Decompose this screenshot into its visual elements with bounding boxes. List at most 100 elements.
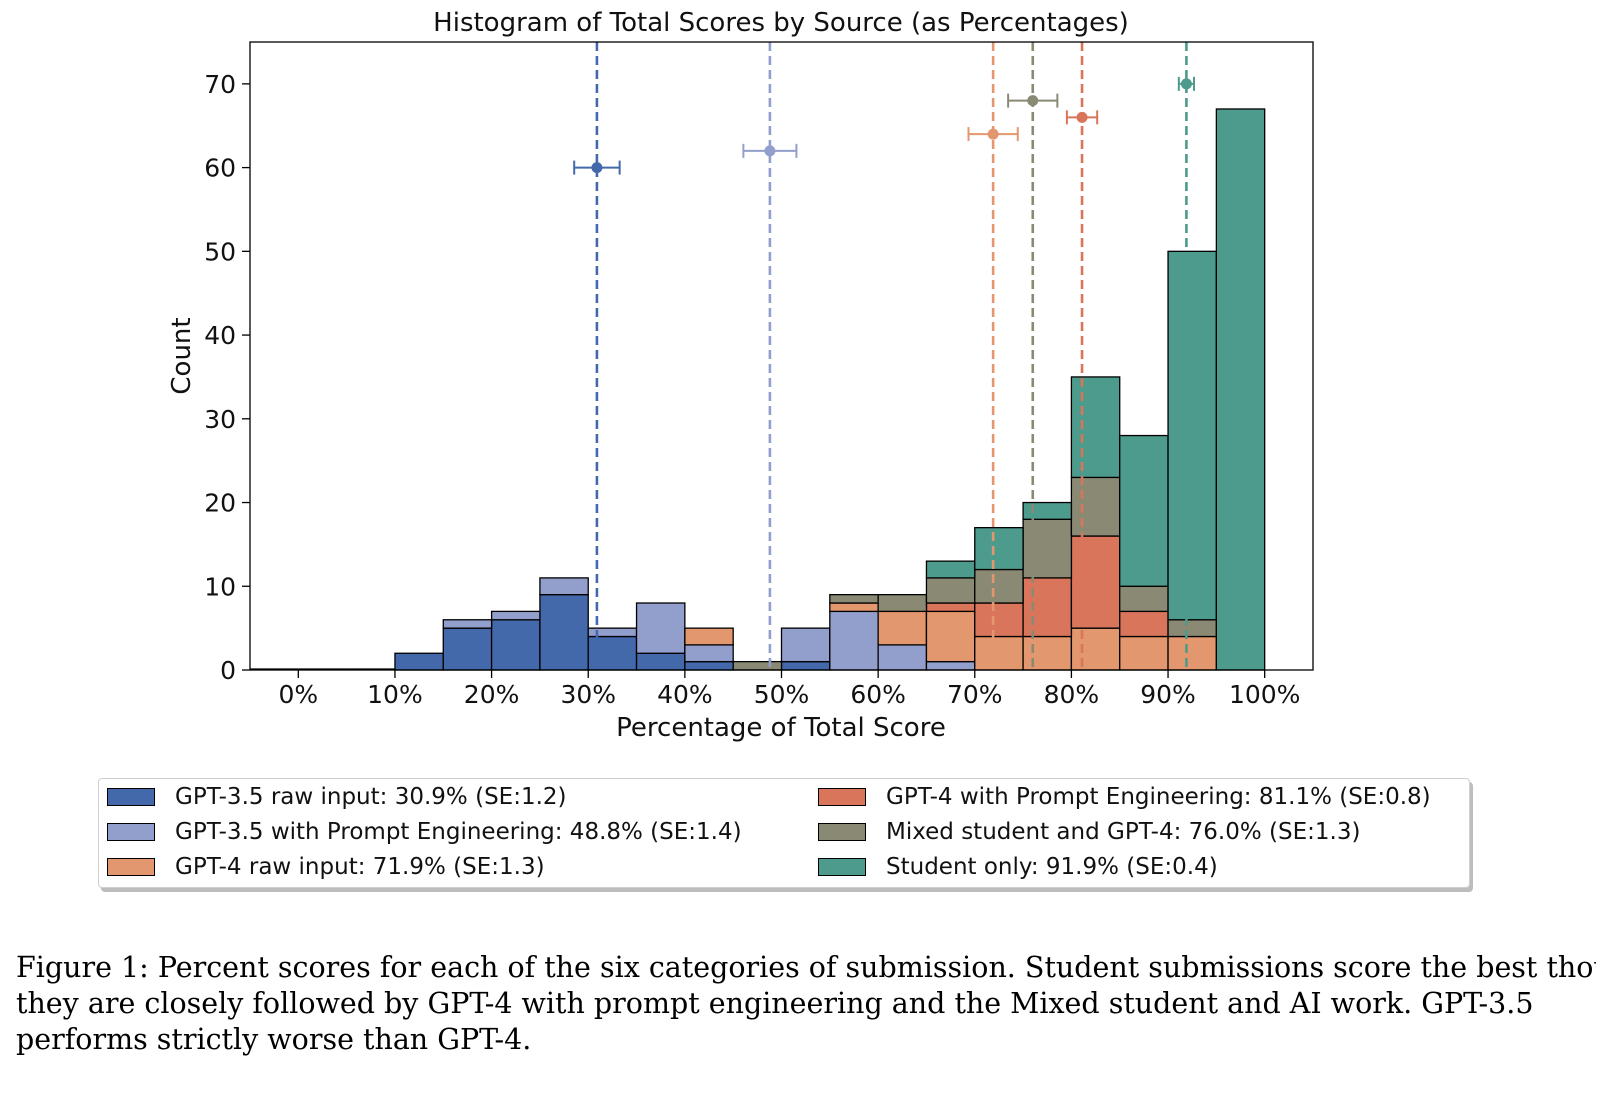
y-tick-label: 60 (204, 154, 236, 183)
histogram-bar (539, 593, 589, 671)
y-tick-label: 0 (220, 656, 236, 685)
histogram-bar (635, 602, 686, 654)
histogram-bar (925, 602, 976, 613)
histogram-bar (1070, 535, 1121, 629)
histogram-bar (974, 602, 1024, 638)
histogram-bar (684, 660, 734, 671)
histogram-bar (877, 593, 928, 613)
histogram-bar (1215, 108, 1266, 671)
y-tick-label: 10 (204, 572, 236, 601)
x-tick-label: 60% (850, 680, 906, 709)
histogram-bar (1119, 635, 1169, 671)
histogram-bar (732, 660, 783, 671)
histogram-bar (684, 627, 734, 646)
histogram-bar (974, 635, 1024, 671)
histogram-bar (539, 577, 589, 596)
histogram-bar (925, 610, 976, 663)
histogram-bar (635, 652, 686, 671)
histogram-bar (829, 593, 879, 604)
histogram-bar (1167, 250, 1218, 621)
histogram-bar (684, 644, 734, 663)
legend-item: Mixed student and GPT-4: 76.0% (SE:1.3) (818, 817, 1360, 847)
histogram-bar (490, 610, 541, 621)
histogram-bar (925, 560, 976, 579)
ticks-layer: 0% 10% 20% 30% 40% 50% 60% 70% 80% 90% 100% 0 10 20 30… (204, 70, 1300, 709)
histogram-bar (1119, 610, 1169, 638)
histogram-bar (1022, 577, 1073, 638)
histogram-bar (1022, 635, 1073, 671)
legend-swatch (107, 823, 155, 841)
histogram-bar (587, 635, 638, 671)
y-tick-label: 20 (204, 489, 236, 518)
legend-swatch (107, 858, 155, 876)
histogram-bar (1119, 585, 1169, 613)
mean-marker (591, 162, 603, 174)
legend-swatch (818, 823, 866, 841)
x-axis-label: Percentage of Total Score (616, 713, 946, 743)
x-tick-label: 50% (754, 680, 810, 709)
histogram-bar (587, 627, 638, 638)
legend-item: Student only: 91.9% (SE:0.4) (818, 852, 1218, 882)
legend-item: GPT-4 raw input: 71.9% (SE:1.3) (107, 852, 545, 882)
x-tick-label: 100% (1229, 680, 1300, 709)
legend-label: GPT-4 raw input: 71.9% (SE:1.3) (175, 854, 545, 880)
histogram-bar (394, 652, 444, 671)
legend-swatch (107, 788, 155, 806)
x-tick-label: 80% (1044, 680, 1100, 709)
histogram-bar (780, 627, 831, 663)
chart-title: Histogram of Total Scores by Source (as … (433, 8, 1129, 38)
legend-item: GPT-3.5 raw input: 30.9% (SE:1.2) (107, 782, 567, 812)
histogram-bar (1070, 376, 1121, 479)
histogram-bar (829, 610, 879, 671)
x-tick-label: 20% (464, 680, 520, 709)
legend-label: Student only: 91.9% (SE:0.4) (886, 854, 1218, 880)
legend: GPT-3.5 raw input: 30.9% (SE:1.2) GPT-3.… (98, 778, 1470, 888)
y-axis-label: Count (167, 317, 197, 394)
y-tick-label: 30 (204, 405, 236, 434)
histogram-bar (974, 527, 1024, 571)
legend-swatch (818, 788, 866, 806)
mean-marker (764, 145, 776, 157)
histogram-bar (442, 619, 493, 629)
y-tick-label: 40 (204, 321, 236, 350)
histogram-bar (1167, 619, 1218, 638)
histogram-bar (829, 602, 879, 613)
legend-label: GPT-4 with Prompt Engineering: 81.1% (SE… (886, 784, 1431, 810)
legend-label: GPT-3.5 raw input: 30.9% (SE:1.2) (175, 784, 567, 810)
x-tick-label: 10% (367, 680, 423, 709)
histogram-bar (974, 568, 1024, 604)
histogram-bar (877, 610, 928, 646)
x-tick-label: 40% (657, 680, 713, 709)
x-tick-label: 70% (947, 680, 1003, 709)
caption-line: Figure 1: Percent scores for each of the… (16, 951, 1596, 984)
x-tick-label: 30% (560, 680, 616, 709)
legend-item: GPT-4 with Prompt Engineering: 81.1% (SE… (818, 782, 1431, 812)
caption-line: they are closely followed by GPT-4 with … (16, 987, 1534, 1020)
mean-marker (1027, 95, 1039, 107)
legend-swatch (818, 858, 866, 876)
histogram-bar (1119, 434, 1169, 587)
histogram-bar (1167, 635, 1218, 671)
histogram-bar (490, 619, 541, 671)
mean-marker (987, 128, 999, 140)
histogram-bar (925, 577, 976, 604)
histogram-bar (1070, 476, 1121, 537)
histogram-bar (1022, 518, 1073, 579)
legend-item: GPT-3.5 with Prompt Engineering: 48.8% (… (107, 817, 742, 847)
figure-caption: Figure 1: Percent scores for each of the… (16, 950, 1596, 1058)
histogram-bar (925, 660, 976, 671)
mean-lines-layer (573, 42, 1195, 670)
legend-label: GPT-3.5 with Prompt Engineering: 48.8% (… (175, 819, 742, 845)
histogram-chart: Histogram of Total Scores by Source (as … (167, 8, 1314, 743)
mean-marker (1180, 78, 1192, 90)
y-tick-label: 50 (204, 237, 236, 266)
histogram-bar (877, 644, 928, 671)
histogram-bar (1070, 627, 1121, 671)
caption-line: performs strictly worse than GPT-4. (16, 1023, 532, 1056)
bars-layer (250, 108, 1266, 671)
legend-label: Mixed student and GPT-4: 76.0% (SE:1.3) (886, 819, 1361, 845)
x-tick-label: 0% (278, 680, 318, 709)
x-tick-label: 90% (1140, 680, 1196, 709)
histogram-bar (1022, 501, 1073, 520)
